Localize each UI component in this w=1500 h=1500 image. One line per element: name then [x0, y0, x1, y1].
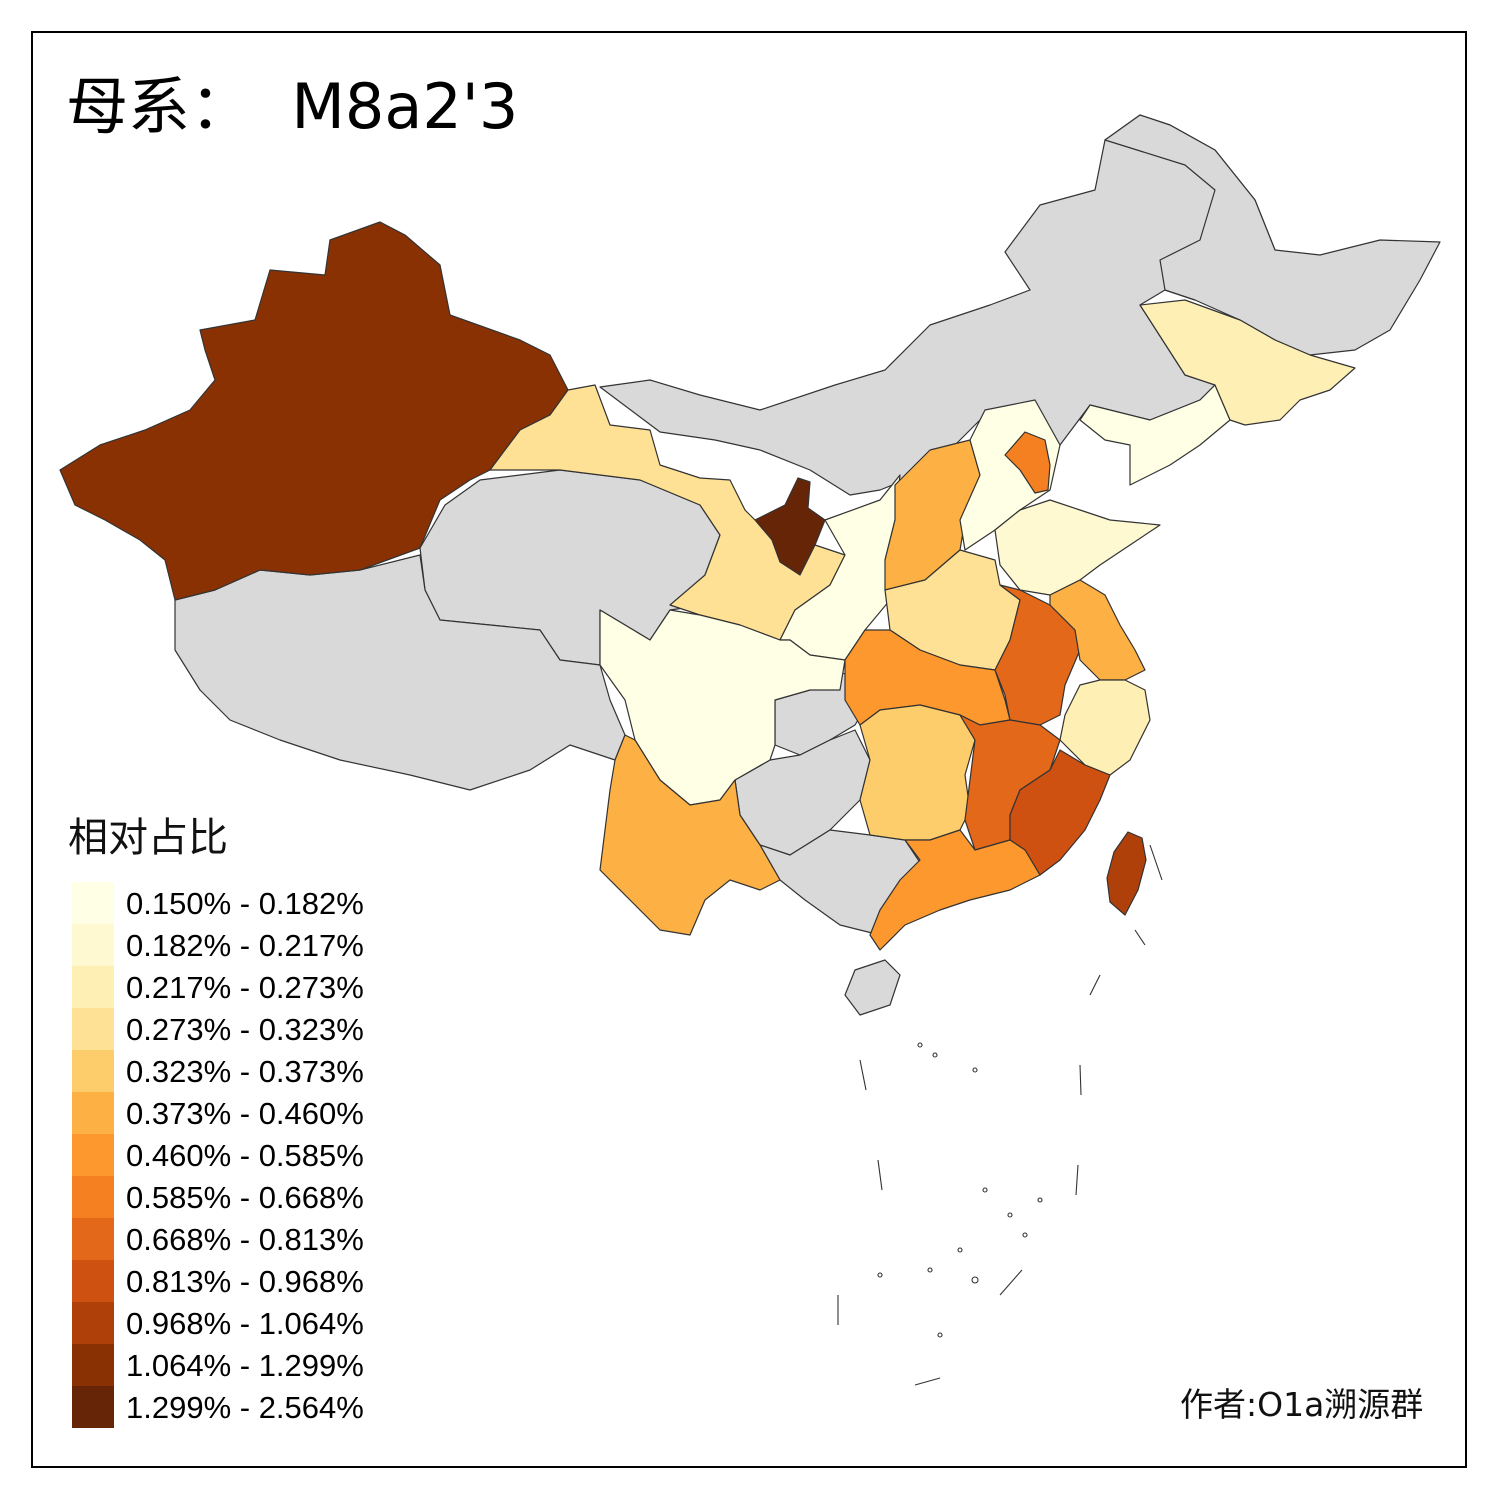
author-credit: 作者:O1a溯源群 — [1180, 1385, 1424, 1424]
map-title: 母系： M8a2'3 — [66, 70, 519, 143]
legend-label: 1.064% - 1.299% — [126, 1348, 364, 1383]
legend-swatch — [72, 1050, 114, 1092]
province-jiangsu[interactable] — [1049, 579, 1146, 681]
legend-swatch — [72, 1092, 114, 1134]
province-yunnan[interactable] — [599, 734, 781, 936]
legend-label: 0.273% - 0.323% — [126, 1012, 364, 1047]
legend-label: 0.182% - 0.217% — [126, 928, 364, 963]
legend-label: 0.668% - 0.813% — [126, 1222, 364, 1257]
legend-label: 0.968% - 1.064% — [126, 1306, 364, 1341]
legend-swatch — [72, 882, 114, 924]
legend-swatch — [72, 966, 114, 1008]
legend-swatch — [72, 1386, 114, 1428]
province-beijing[interactable] — [1004, 431, 1051, 494]
legend-swatch — [72, 1176, 114, 1218]
legend-swatch — [72, 1134, 114, 1176]
legend-label: 1.299% - 2.564% — [126, 1390, 364, 1425]
legend-swatch — [72, 1218, 114, 1260]
province-hunan[interactable] — [859, 704, 976, 841]
legend-title: 相对占比 — [68, 815, 228, 861]
legend-swatch — [72, 1260, 114, 1302]
province-liaoning[interactable] — [1079, 384, 1231, 486]
province-jilin[interactable] — [1139, 299, 1356, 426]
province-hainan[interactable] — [844, 959, 901, 1016]
map-frame — [31, 31, 1467, 1468]
legend-label: 0.323% - 0.373% — [126, 1054, 364, 1089]
legend-label: 0.373% - 0.460% — [126, 1096, 364, 1131]
province-xinjiang[interactable] — [59, 221, 569, 601]
province-taiwan[interactable] — [1106, 831, 1147, 916]
legend-swatch — [72, 1302, 114, 1344]
legend-label: 0.585% - 0.668% — [126, 1180, 364, 1215]
province-zhejiang[interactable] — [1059, 679, 1151, 776]
province-guangdong[interactable] — [869, 829, 1041, 951]
province-heilongjiang[interactable] — [1104, 114, 1441, 356]
legend-label: 0.813% - 0.968% — [126, 1264, 364, 1299]
legend-swatch — [72, 1008, 114, 1050]
south-china-sea-islands — [837, 844, 1163, 1386]
legend-swatch — [72, 924, 114, 966]
legend-label: 0.150% - 0.182% — [126, 886, 364, 921]
legend-swatch — [72, 1344, 114, 1386]
legend-label: 0.217% - 0.273% — [126, 970, 364, 1005]
province-gansu[interactable] — [489, 384, 846, 641]
legend-label: 0.460% - 0.585% — [126, 1138, 364, 1173]
